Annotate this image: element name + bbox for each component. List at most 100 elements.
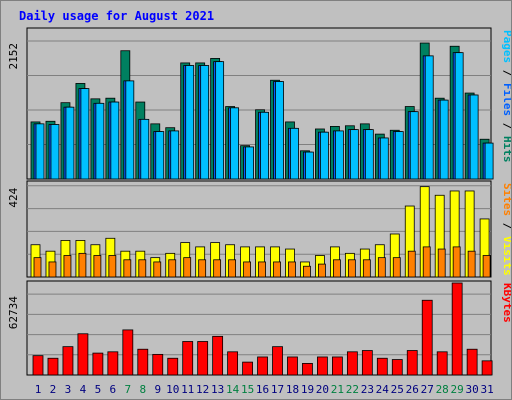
x-tick-label: 14 (226, 383, 240, 396)
x-tick-label: 10 (166, 383, 179, 396)
bar-kbytes (302, 363, 313, 376)
bar-pages (290, 127, 299, 180)
bar-pages (260, 111, 269, 180)
bar-kbytes (257, 356, 268, 376)
bar-pages (35, 123, 45, 180)
bar-sites (273, 261, 281, 278)
bar-kbytes (32, 355, 44, 376)
bar-pages (275, 81, 284, 180)
legend-part: Files (501, 83, 511, 116)
x-tick-label: 19 (301, 383, 314, 396)
x-tick-label: 13 (211, 383, 224, 396)
x-tick-label: 7 (125, 383, 132, 396)
x-tick-label: 12 (196, 383, 209, 396)
x-tick-label: 20 (316, 383, 329, 396)
bar-pages (320, 131, 329, 180)
legend-part: Pages (501, 30, 511, 63)
bar-pages (170, 130, 180, 180)
bar-pages (80, 88, 90, 180)
bar-sites (467, 250, 476, 278)
bar-kbytes (346, 351, 358, 376)
bar-kbytes (451, 282, 463, 376)
x-tick-label: 3 (65, 383, 72, 396)
bar-pages (245, 146, 254, 180)
x-tick-label: 6 (110, 383, 117, 396)
x-tick-label: 8 (139, 383, 146, 396)
legend-part: KBytes (501, 283, 511, 323)
bar-kbytes (287, 356, 298, 376)
bar-kbytes (421, 299, 433, 376)
bar-pages (230, 107, 240, 180)
bar-kbytes (107, 351, 119, 376)
bar-sites (303, 265, 311, 278)
bar-sites (183, 257, 192, 278)
bar-pages (409, 111, 419, 180)
bar-pages (125, 80, 135, 180)
x-tick-label: 30 (466, 383, 479, 396)
bar-pages (349, 129, 359, 180)
bar-kbytes (436, 351, 448, 376)
x-tick-label: 31 (480, 383, 493, 396)
bar-pages (424, 55, 434, 180)
bar-kbytes (406, 350, 418, 376)
bar-sites (198, 259, 207, 278)
bar-sites (168, 259, 177, 278)
bar-kbytes (92, 352, 104, 376)
bar-kbytes (122, 329, 134, 376)
legend-part: Visits (501, 236, 511, 276)
bar-sites (243, 261, 251, 278)
bar-pages (484, 142, 494, 180)
x-tick-label: 1 (35, 383, 42, 396)
bar-sites (228, 259, 237, 278)
hits-panel-ymax-label: 2152 (7, 43, 20, 70)
kbytes-panel-ymax-label: 62734 (7, 296, 20, 329)
bar-sites (63, 255, 72, 278)
bar-sites (347, 259, 356, 278)
bar-kbytes (331, 356, 343, 376)
legend-part: / (501, 63, 511, 83)
bar-kbytes (197, 341, 209, 376)
x-tick-label: 25 (391, 383, 404, 396)
bar-sites (422, 246, 431, 278)
bar-sites (258, 261, 266, 278)
x-tick-label: 17 (271, 383, 284, 396)
bar-kbytes (77, 333, 89, 376)
bar-pages (394, 131, 404, 180)
x-tick-label: 27 (421, 383, 434, 396)
bar-sites (332, 259, 341, 278)
bar-sites (123, 259, 132, 278)
bar-kbytes (167, 357, 179, 376)
x-tick-label: 18 (286, 383, 299, 396)
bar-pages (110, 101, 120, 180)
bar-sites (437, 248, 446, 278)
legend-part: / (501, 216, 511, 236)
bar-sites (452, 246, 461, 278)
bar-kbytes (152, 353, 164, 376)
bar-kbytes (212, 335, 224, 376)
legend-part: Sites (501, 183, 511, 216)
x-tick-label: 22 (346, 383, 359, 396)
bar-kbytes (391, 359, 403, 376)
bar-kbytes (481, 360, 493, 376)
bar-kbytes (272, 346, 283, 376)
bar-pages (454, 52, 464, 180)
bar-pages (95, 102, 105, 180)
bar-pages (50, 124, 60, 180)
bar-sites (108, 255, 117, 278)
x-tick-label: 26 (406, 383, 419, 396)
bar-pages (469, 94, 479, 180)
x-tick-label: 9 (154, 383, 161, 396)
bar-sites (482, 255, 491, 278)
bar-kbytes (47, 357, 59, 376)
bar-pages (334, 130, 344, 180)
x-tick-label: 21 (331, 383, 344, 396)
bar-sites (153, 261, 162, 278)
bar-pages (155, 131, 165, 180)
bar-kbytes (361, 350, 373, 376)
x-tick-label: 2 (50, 383, 57, 396)
x-tick-label: 16 (256, 383, 269, 396)
bar-sites (213, 259, 222, 278)
visits-panel-ymax-label: 424 (7, 187, 20, 207)
